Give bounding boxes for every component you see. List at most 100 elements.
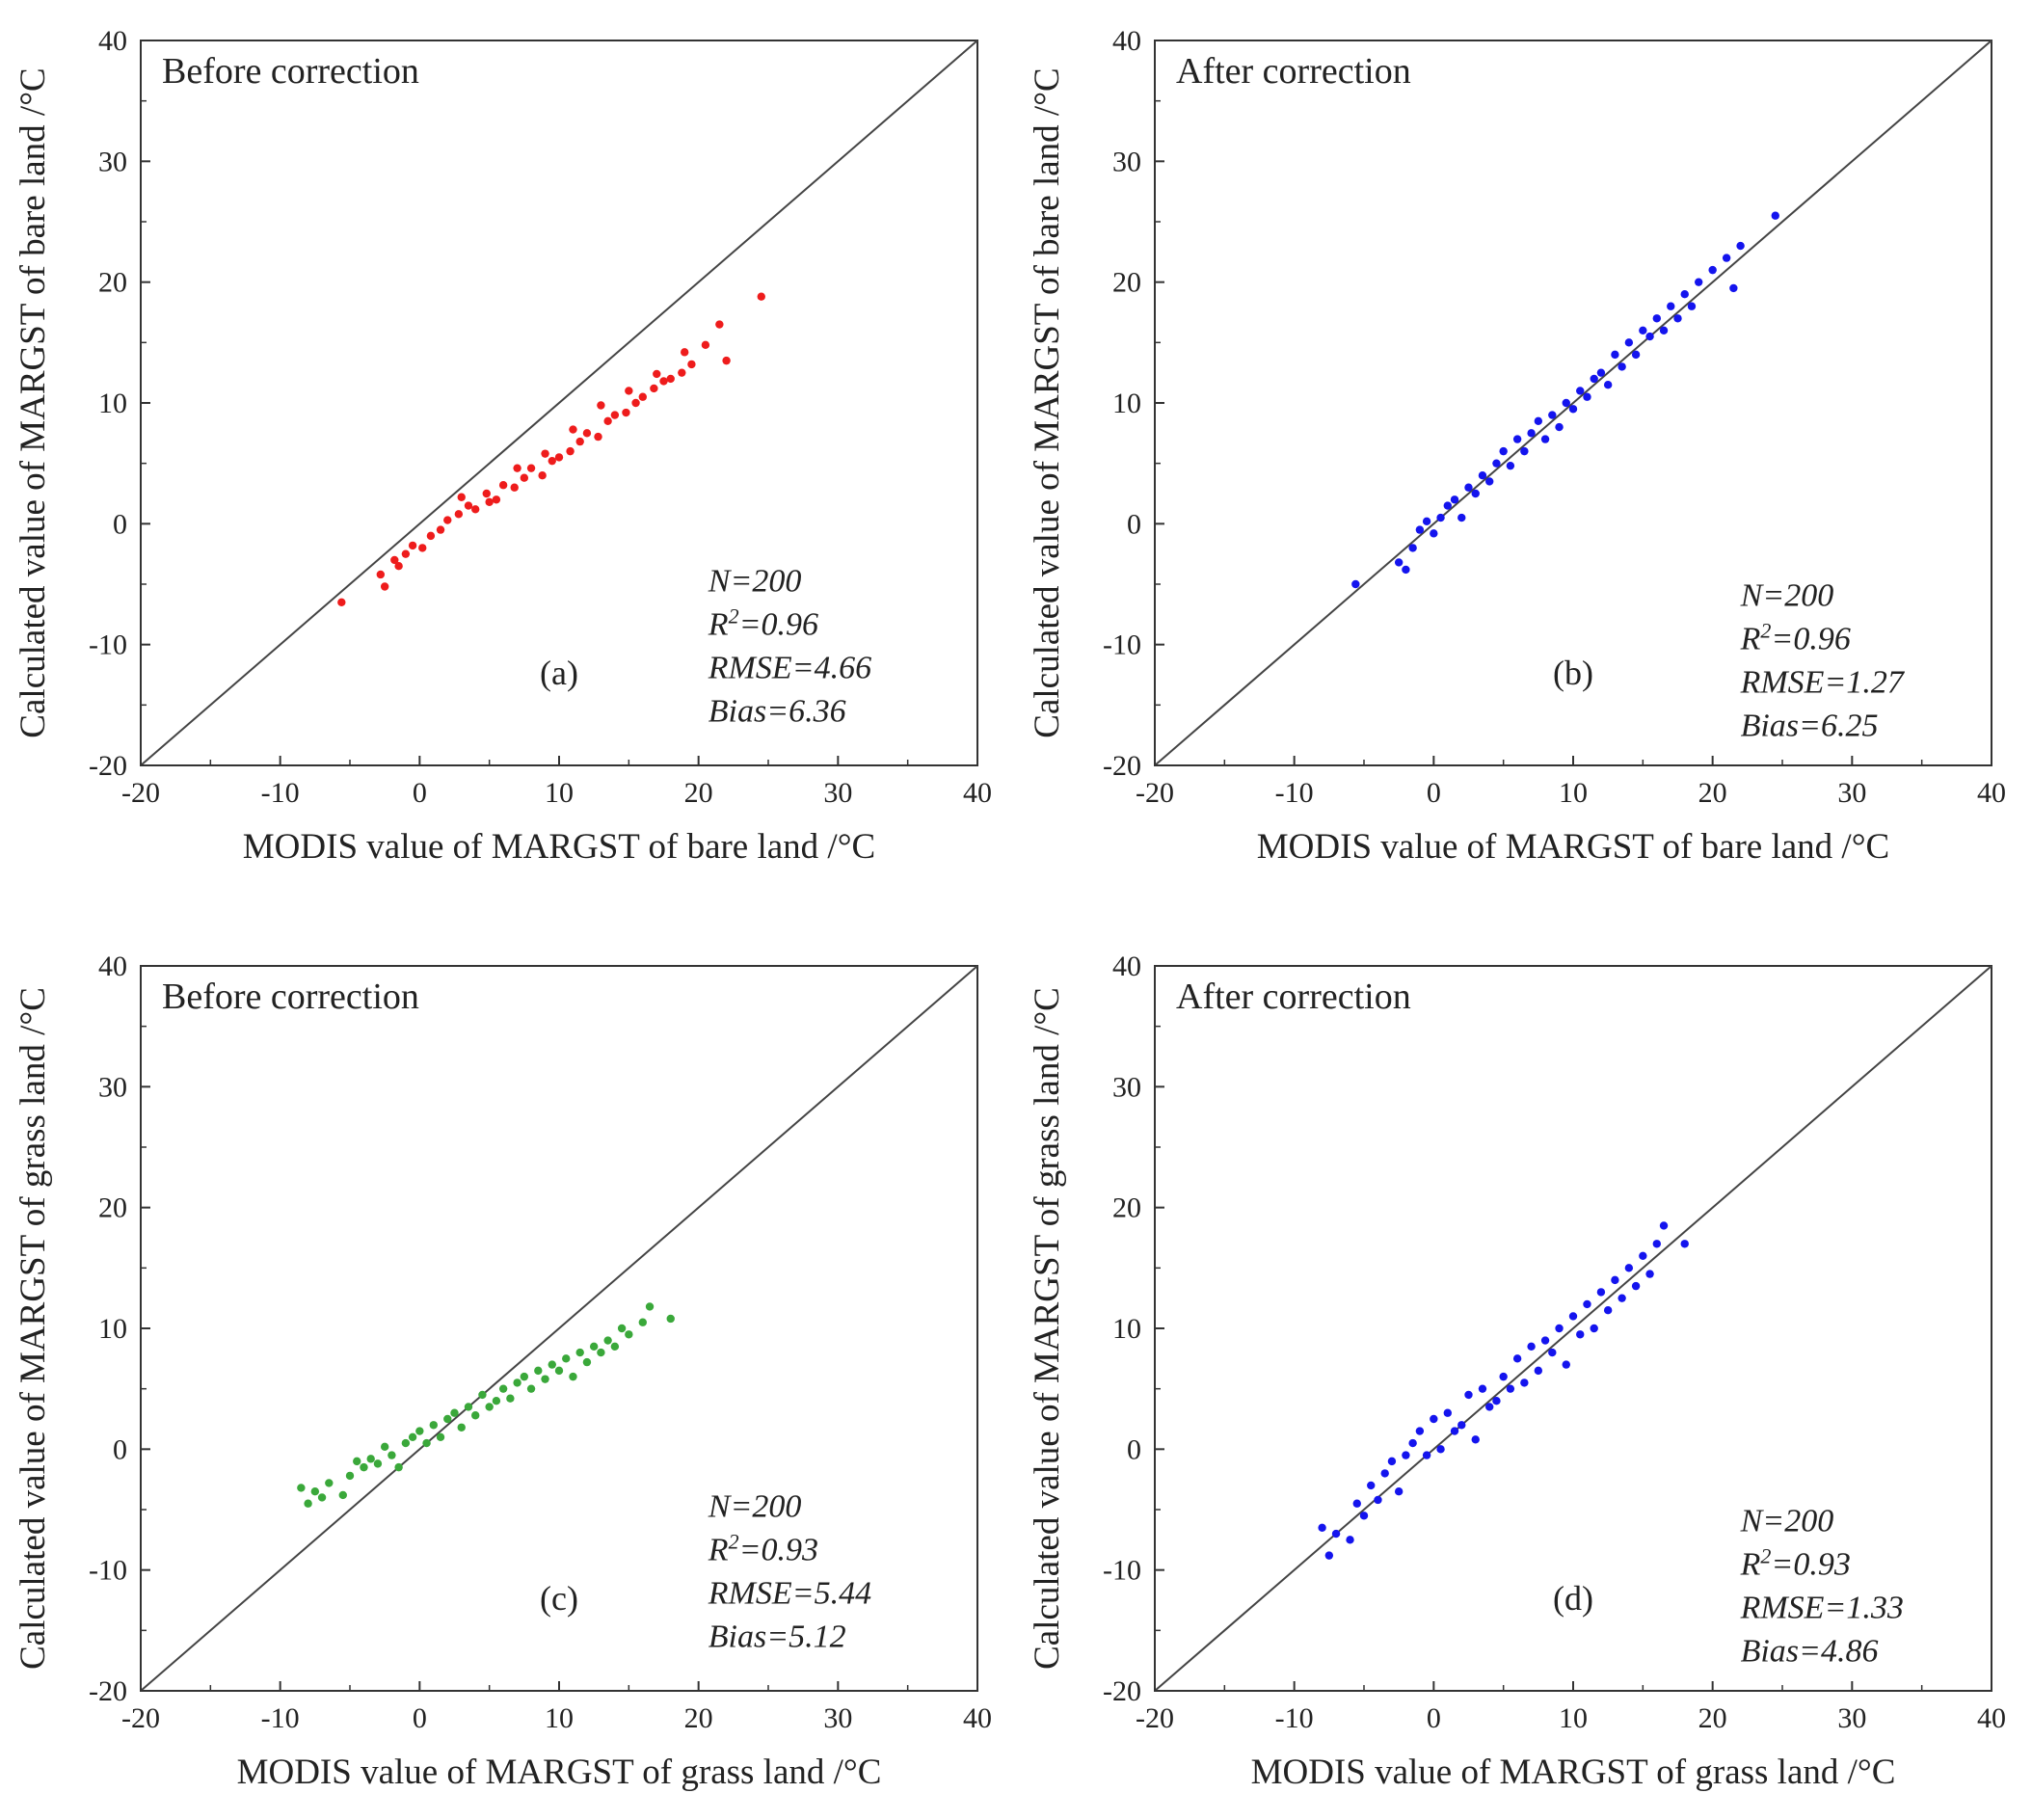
data-point bbox=[653, 369, 661, 379]
x-tick-label: 30 bbox=[1837, 1702, 1866, 1734]
data-point bbox=[1402, 565, 1410, 575]
data-point bbox=[492, 495, 501, 504]
chart-panel-c: -20 -10 0 10 20 30 40 -20 -10 0 10 20 30 40 MODIS valu… bbox=[13, 950, 992, 1792]
data-point bbox=[1590, 374, 1598, 384]
data-point bbox=[610, 411, 620, 419]
data-point bbox=[325, 1479, 334, 1487]
x-tick-label: -10 bbox=[261, 1702, 300, 1734]
data-point bbox=[625, 387, 633, 395]
stat-line: R2=0.96 bbox=[1740, 619, 1851, 657]
data-point bbox=[526, 1384, 536, 1393]
data-point bbox=[353, 1457, 361, 1466]
data-point bbox=[1736, 241, 1745, 251]
data-point bbox=[1485, 1403, 1494, 1411]
data-point bbox=[1402, 1451, 1410, 1459]
y-tick-label: 40 bbox=[1112, 25, 1141, 57]
y-tick-label: 20 bbox=[98, 1192, 127, 1224]
data-point bbox=[1562, 398, 1570, 408]
y-tick-label: 10 bbox=[98, 388, 127, 419]
data-point bbox=[687, 360, 696, 369]
x-tick-label: 40 bbox=[1977, 777, 2006, 809]
x-axis-label: MODIS value of MARGST of bare land /°C bbox=[243, 827, 875, 867]
x-tick-label: 40 bbox=[1977, 1702, 2006, 1734]
data-point bbox=[1492, 1397, 1501, 1405]
data-point bbox=[457, 493, 466, 501]
stat-line: RMSE=4.66 bbox=[708, 651, 871, 686]
stat-line: Bias=4.86 bbox=[1741, 1634, 1879, 1670]
data-point bbox=[582, 1357, 592, 1367]
data-point bbox=[422, 1438, 431, 1448]
data-point bbox=[1652, 314, 1662, 323]
data-point bbox=[1708, 265, 1717, 275]
plot-title: After correction bbox=[1176, 51, 1411, 92]
data-point bbox=[597, 401, 605, 410]
data-point bbox=[401, 549, 411, 558]
stat-superscript: 2 bbox=[1760, 1544, 1771, 1568]
data-point bbox=[436, 525, 445, 534]
data-point bbox=[631, 398, 640, 408]
data-point bbox=[418, 544, 427, 552]
data-point bbox=[526, 464, 536, 472]
x-tick-label: -10 bbox=[1275, 1702, 1314, 1734]
data-point bbox=[1659, 326, 1669, 335]
data-point bbox=[1380, 1469, 1389, 1478]
y-axis-label: Calculated value of MARGST of grass land… bbox=[1028, 987, 1067, 1670]
data-point bbox=[1673, 314, 1682, 323]
data-point bbox=[678, 368, 686, 377]
data-point bbox=[562, 1354, 571, 1363]
data-point bbox=[1680, 290, 1689, 299]
data-point bbox=[1430, 529, 1438, 538]
data-point bbox=[1478, 1384, 1487, 1393]
data-point bbox=[1583, 1299, 1591, 1309]
data-point bbox=[1645, 1270, 1654, 1278]
y-tick-label: 30 bbox=[98, 1071, 127, 1103]
data-point bbox=[1485, 477, 1494, 486]
y-tick-label: -10 bbox=[1103, 629, 1141, 661]
data-point bbox=[1436, 1445, 1445, 1454]
data-point bbox=[1624, 1264, 1634, 1272]
y-tick-label: -10 bbox=[1103, 1555, 1141, 1587]
data-point bbox=[1667, 302, 1675, 310]
data-point bbox=[510, 483, 519, 492]
data-point bbox=[1576, 387, 1585, 395]
data-point bbox=[1555, 422, 1564, 432]
y-tick-label: 40 bbox=[98, 25, 127, 57]
data-point bbox=[650, 384, 658, 393]
data-point bbox=[513, 1378, 521, 1387]
stat-value: =0.93 bbox=[739, 1533, 818, 1568]
data-point bbox=[1603, 1306, 1613, 1315]
data-point bbox=[1562, 1360, 1570, 1369]
y-tick-label: 30 bbox=[1112, 1071, 1141, 1103]
data-point bbox=[1771, 211, 1779, 220]
data-point bbox=[1596, 1288, 1606, 1297]
data-point bbox=[408, 1432, 417, 1442]
data-point bbox=[548, 456, 556, 466]
stat-value: =0.93 bbox=[1771, 1547, 1850, 1583]
y-axis-label: Calculated value of MARGST of grass land… bbox=[13, 987, 53, 1670]
data-point bbox=[575, 437, 584, 446]
y-tick-label: 40 bbox=[98, 950, 127, 982]
y-tick-label: 0 bbox=[113, 1433, 127, 1465]
data-point bbox=[450, 1408, 459, 1417]
data-point bbox=[1729, 283, 1738, 293]
x-tick-label: 20 bbox=[1698, 777, 1727, 809]
data-point bbox=[1603, 381, 1613, 389]
y-axis-label: Calculated value of MARGST of bare land … bbox=[13, 67, 53, 737]
y-tick-label: -20 bbox=[89, 1675, 127, 1707]
data-point bbox=[1534, 416, 1543, 425]
data-point bbox=[1346, 1536, 1354, 1544]
data-point bbox=[1387, 1457, 1397, 1466]
x-tick-label: 0 bbox=[1427, 1702, 1441, 1734]
y-tick-label: -20 bbox=[1103, 750, 1141, 782]
data-point bbox=[1618, 1294, 1626, 1302]
chart-panel-d: -20 -10 0 10 20 30 40 -20 -10 0 10 20 30 40 MODIS valu… bbox=[1028, 950, 2006, 1792]
y-tick-label: 0 bbox=[1127, 508, 1141, 540]
data-point bbox=[569, 1372, 577, 1381]
data-point bbox=[610, 1342, 620, 1352]
chart-panel-a: -20 -10 0 10 20 30 40 -20 -10 0 10 20 30 40 MODIS valu… bbox=[13, 25, 992, 867]
data-point bbox=[1422, 1451, 1431, 1459]
y-tick-label: 10 bbox=[98, 1313, 127, 1345]
y-tick-label: -10 bbox=[89, 1555, 127, 1587]
